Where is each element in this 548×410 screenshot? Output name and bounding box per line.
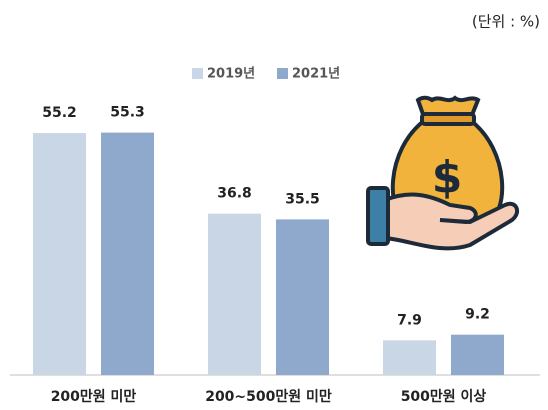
bar: [208, 213, 261, 375]
bar: [276, 219, 329, 375]
unit-note: (단위 : %): [472, 13, 540, 31]
value-label: 9.2: [465, 307, 490, 323]
bar: [451, 334, 504, 375]
value-label: 55.3: [110, 105, 145, 121]
value-label: 35.5: [285, 191, 320, 207]
bar: [383, 340, 436, 375]
value-label: 7.9: [397, 312, 422, 328]
legend-label: 2021년: [292, 67, 340, 82]
bar: [101, 132, 154, 375]
legend-swatch: [277, 68, 288, 79]
value-label: 36.8: [217, 186, 252, 202]
x-tick-label: 200~500만원 미만: [205, 389, 332, 405]
value-label: 55.2: [42, 105, 77, 121]
legend-label: 2019년: [207, 67, 255, 82]
legend-swatch: [192, 68, 203, 79]
svg-text:$: $: [432, 152, 463, 203]
x-tick-label: 200만원 미만: [51, 389, 137, 405]
x-tick-label: 500만원 이상: [401, 388, 487, 405]
bar: [33, 133, 86, 375]
money-bag-icon: $: [366, 95, 520, 251]
